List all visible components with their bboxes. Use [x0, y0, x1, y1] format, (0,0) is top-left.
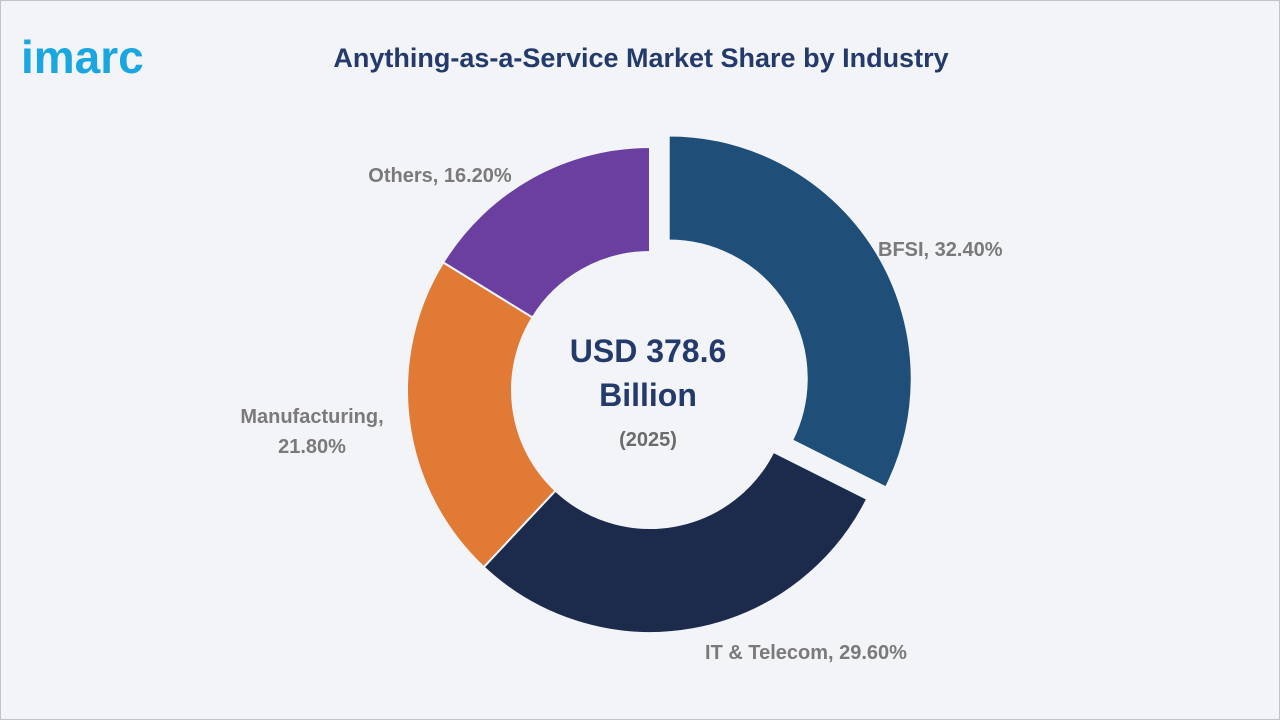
center-value: USD 378.6: [570, 333, 727, 369]
center-year: (2025): [619, 429, 677, 451]
slices-group: [406, 134, 913, 634]
slice-others: [441, 145, 651, 319]
center-unit: Billion: [599, 377, 697, 413]
slice-bfsi: [667, 134, 913, 489]
slice-manufacturing: [406, 261, 557, 569]
label-bfsi: BFSI, 32.40%: [878, 239, 1003, 261]
chart-title: Anything-as-a-Service Market Share by In…: [333, 43, 949, 73]
label-it-telecom: IT & Telecom, 29.60%: [705, 642, 907, 664]
slice-it-telecom: [482, 450, 869, 634]
logo-text: imarc: [21, 31, 144, 83]
labels-group: BFSI, 32.40% IT & Telecom, 29.60% Manufact…: [240, 165, 1002, 664]
label-others: Others, 16.20%: [368, 165, 512, 187]
imarc-logo: imarc: [21, 31, 144, 83]
label-manufacturing: Manufacturing, 21.80%: [240, 406, 383, 458]
